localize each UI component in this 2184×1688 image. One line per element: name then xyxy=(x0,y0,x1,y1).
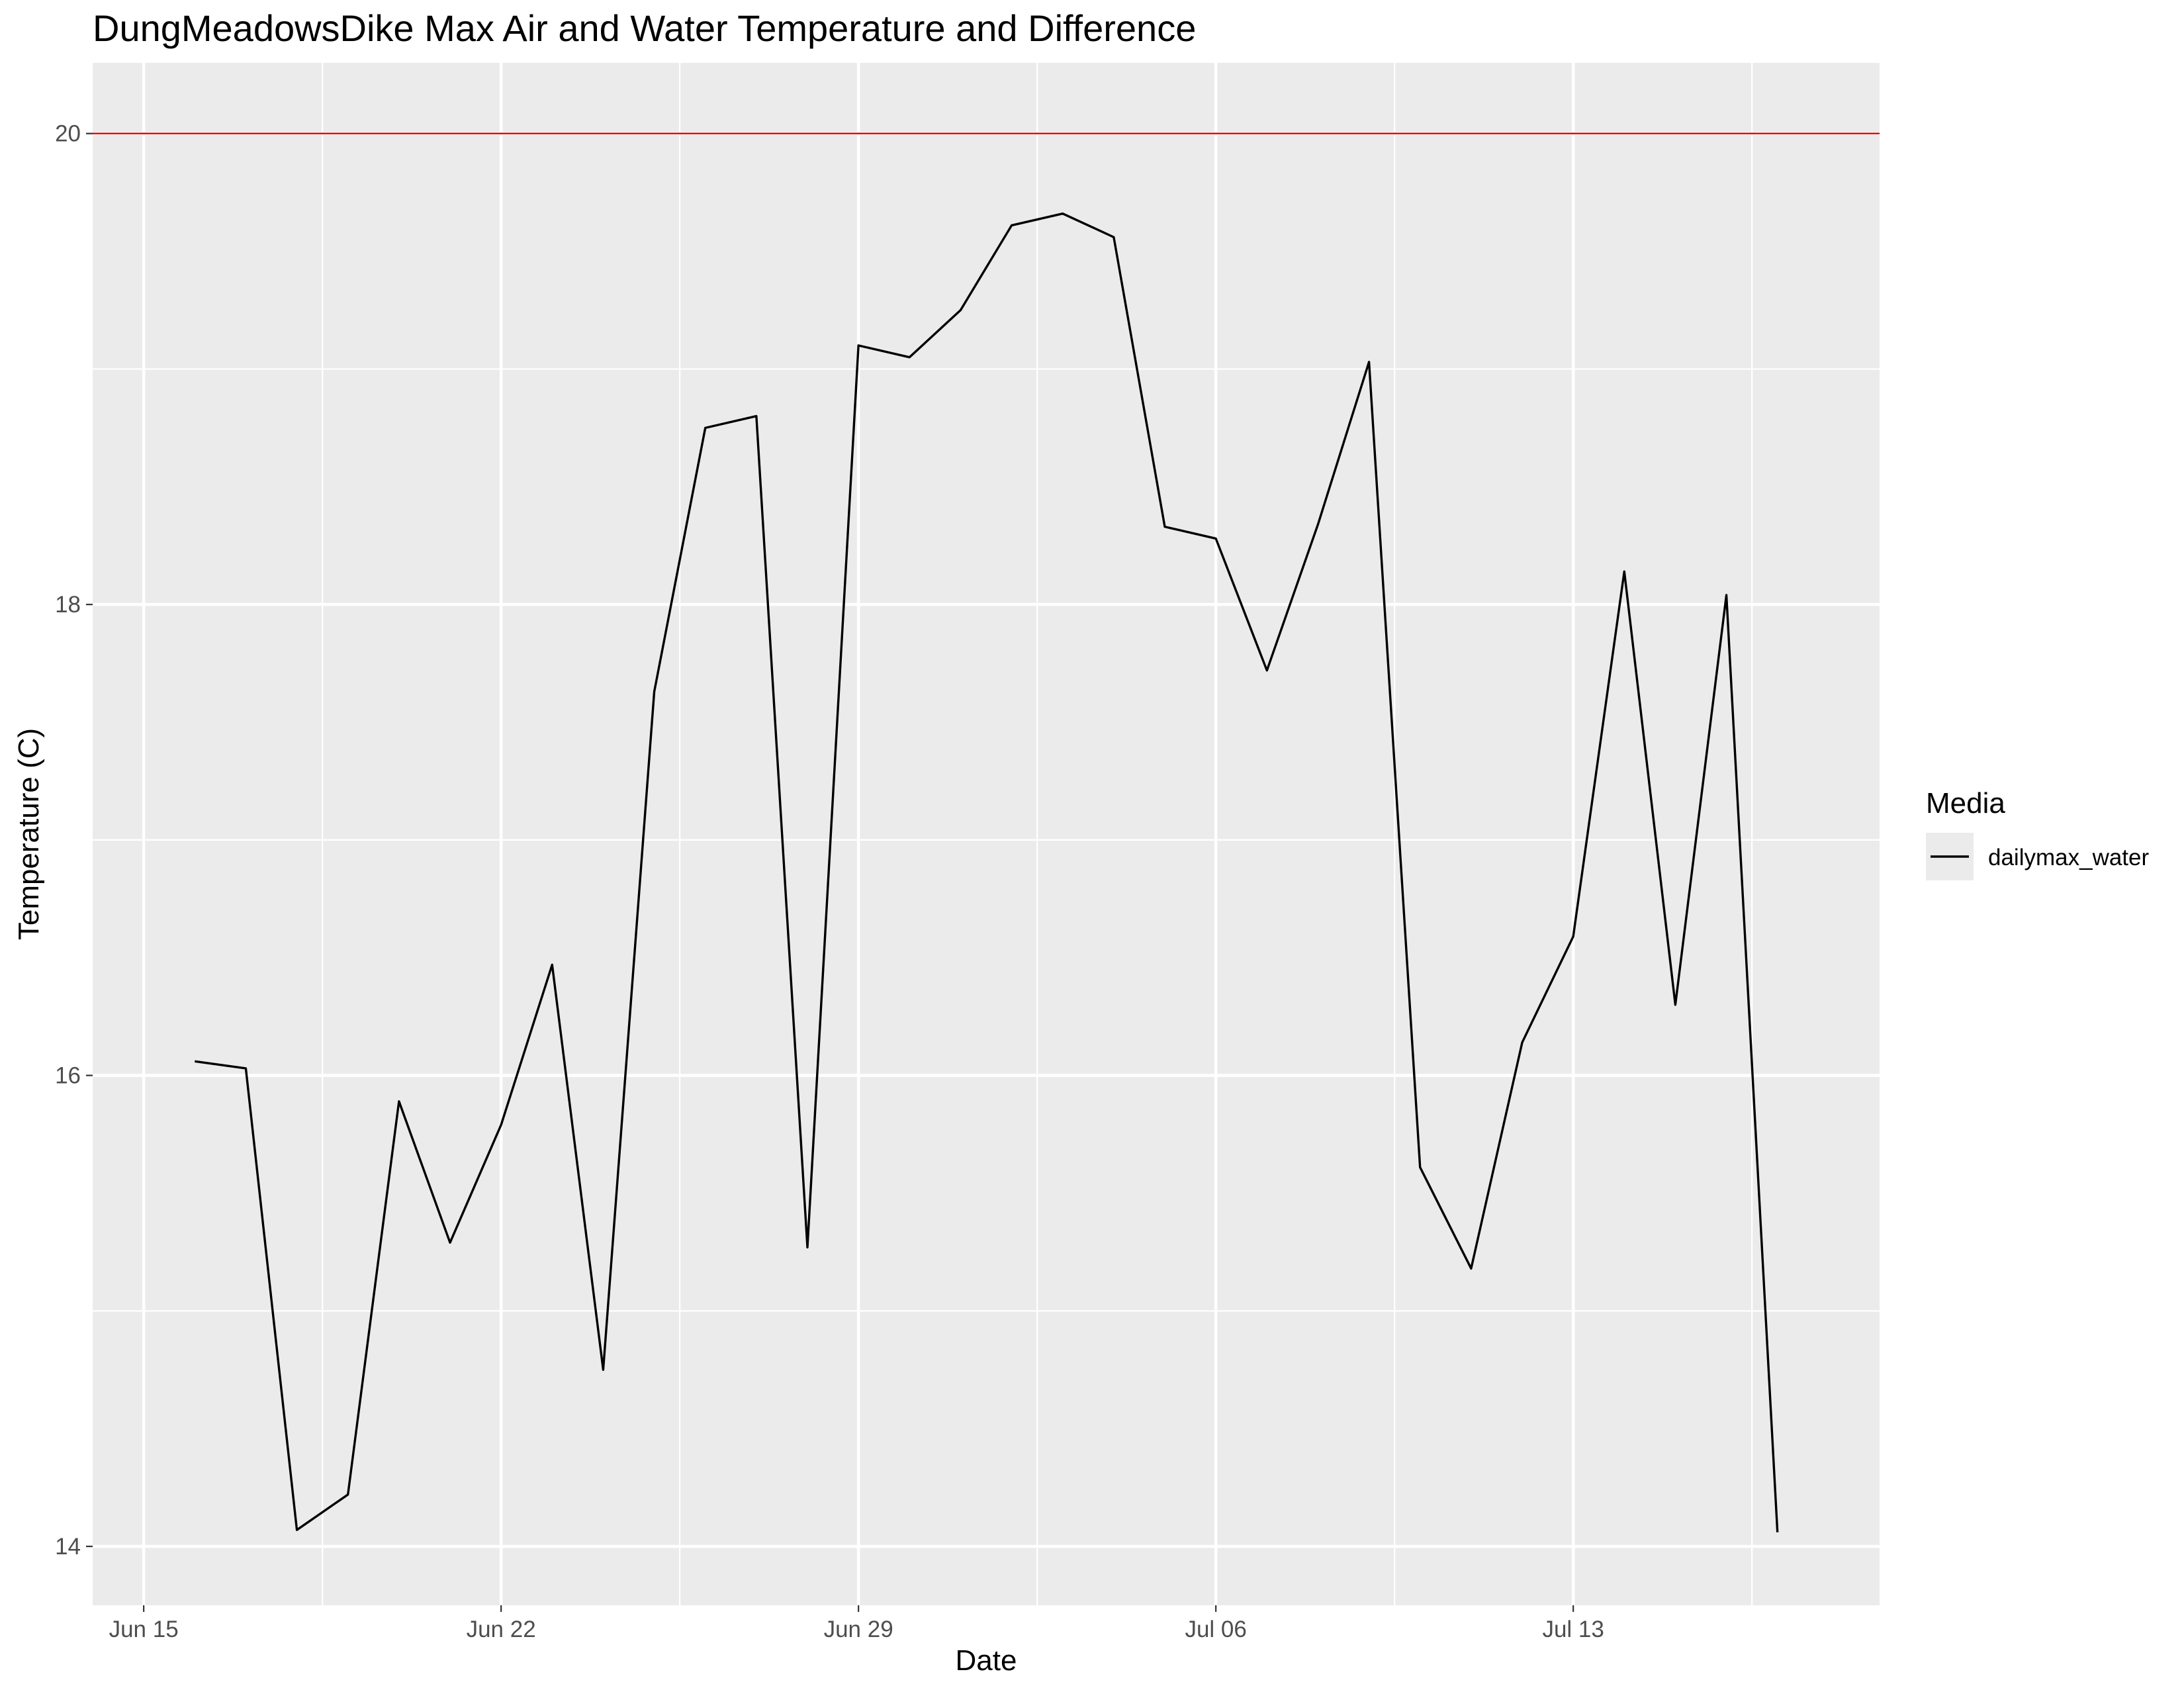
x-tick-label: Jul 06 xyxy=(1185,1617,1246,1642)
legend-title: Media xyxy=(1926,787,2005,820)
y-tick-label: 16 xyxy=(55,1063,81,1089)
legend-series-label: dailymax_water xyxy=(1988,845,2149,870)
plot-panel xyxy=(93,63,1880,1605)
minor-gridlines xyxy=(93,63,1880,1605)
x-axis-ticks: Jun 15 Jun 22 Jun 29 Jul 06 Jul 13 xyxy=(109,1605,1604,1642)
chart-title: DungMeadowsDike Max Air and Water Temper… xyxy=(93,7,1196,49)
series-line-dailymax_water xyxy=(195,212,1779,1532)
y-axis-title: Temperature (C) xyxy=(13,728,45,940)
y-axis-ticks: 14 16 18 20 xyxy=(55,121,93,1560)
y-tick-label: 14 xyxy=(55,1534,81,1560)
y-tick-label: 20 xyxy=(55,121,81,147)
x-axis-title: Date xyxy=(956,1644,1017,1677)
x-tick-label: Jun 15 xyxy=(109,1617,179,1642)
x-tick-label: Jun 29 xyxy=(824,1617,893,1642)
x-tick-label: Jun 22 xyxy=(467,1617,536,1642)
y-tick-label: 18 xyxy=(55,592,81,618)
legend: Media dailymax_water xyxy=(1926,787,2149,880)
series-layer xyxy=(195,212,1779,1532)
x-tick-label: Jul 13 xyxy=(1542,1617,1604,1642)
major-gridlines xyxy=(93,63,1880,1605)
